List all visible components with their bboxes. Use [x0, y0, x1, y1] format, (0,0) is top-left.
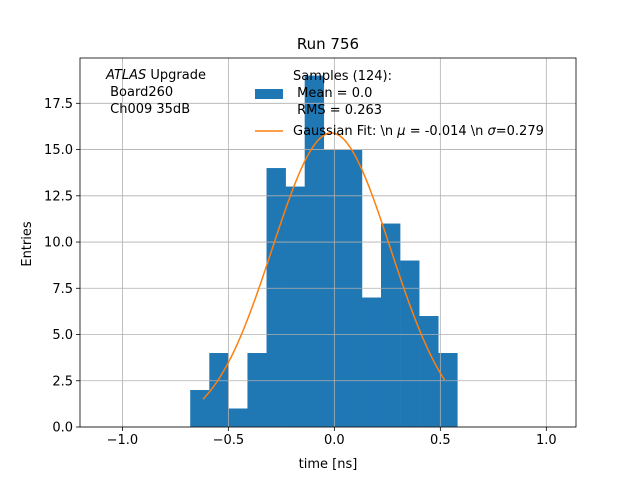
histogram-bar — [438, 353, 458, 427]
y-tick-label: 0.0 — [52, 421, 73, 436]
annotation-atlas: ATLAS — [105, 68, 146, 83]
annotation-line-2: Board260 — [106, 85, 173, 100]
annotation-line-3: Ch009 35dB — [106, 102, 190, 117]
y-tick-label: 15.0 — [44, 143, 73, 158]
legend-fit-part-2: = -0.014 \n — [406, 124, 488, 139]
histogram-bar — [380, 223, 401, 427]
x-axis-ticks: −1.0 −0.5 0.0 0.5 1.0 — [107, 427, 557, 448]
legend-histogram-line-3: RMS = 0.263 — [293, 103, 382, 118]
chart-title: Run 756 — [297, 35, 359, 53]
y-tick-label: 2.5 — [52, 374, 73, 389]
grid-lines — [80, 58, 576, 428]
x-tick-label: −1.0 — [107, 433, 139, 448]
atlas-annotation: ATLAS Upgrade Board260 Ch009 35dB — [105, 68, 206, 117]
y-tick-label: 17.5 — [44, 97, 73, 112]
x-axis-label: time [ns] — [299, 457, 358, 472]
histogram-bar — [209, 353, 229, 427]
annotation-upgrade: Upgrade — [146, 68, 206, 83]
y-tick-label: 10.0 — [44, 236, 73, 251]
x-tick-label: 0.0 — [324, 433, 345, 448]
axes-frame — [79, 57, 577, 428]
x-tick-label: −0.5 — [213, 433, 245, 448]
x-tick-label: 0.5 — [430, 433, 451, 448]
y-axis-label: Entries — [20, 221, 35, 267]
y-tick-label: 12.5 — [44, 189, 73, 204]
legend-fit-label: Gaussian Fit: \n μ = -0.014 \n σ=0.279 — [293, 124, 544, 139]
annotation-line-1: ATLAS Upgrade — [105, 68, 206, 83]
histogram-bars — [190, 75, 458, 428]
legend: Samples (124): Mean = 0.0 RMS = 0.263 Ga… — [255, 69, 544, 139]
legend-fit-part-3: =0.279 — [496, 124, 544, 139]
legend-histogram-line-2: Mean = 0.0 — [293, 86, 372, 101]
x-tick-label: 1.0 — [536, 433, 557, 448]
histogram-bar — [419, 316, 439, 427]
legend-fit-mu: μ — [396, 124, 405, 139]
legend-histogram-swatch — [255, 89, 283, 99]
legend-fit-sigma: σ — [488, 124, 497, 139]
legend-histogram-line-1: Samples (124): — [293, 69, 392, 84]
histogram-bar — [190, 390, 210, 427]
histogram-bar — [304, 75, 325, 428]
histogram-bar — [361, 297, 382, 427]
histogram-bar — [285, 186, 305, 427]
histogram-bar — [228, 408, 248, 427]
legend-fit-part-1: Gaussian Fit: \n — [293, 124, 397, 139]
histogram-bar — [247, 353, 267, 427]
gaussian-fit-curve — [202, 132, 446, 400]
y-tick-label: 7.5 — [52, 282, 73, 297]
plot-area — [79, 57, 577, 428]
histogram-bar — [400, 260, 420, 427]
histogram-bar — [266, 168, 286, 428]
y-axis-ticks: 0.0 2.5 5.0 7.5 10.0 12.5 15.0 17.5 — [44, 97, 80, 436]
y-tick-label: 5.0 — [52, 328, 73, 343]
